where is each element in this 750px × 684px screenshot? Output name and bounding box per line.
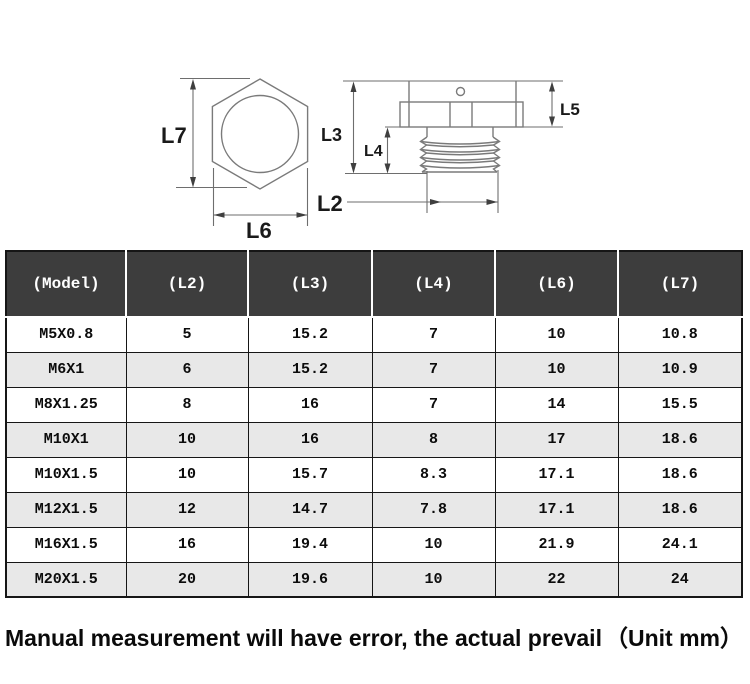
model-cell: M20X1.5 (5, 561, 127, 598)
value-cell: 10 (494, 316, 619, 353)
value-cell: 8 (371, 421, 496, 458)
header-l7: (L7) (617, 251, 742, 318)
spec-table-body: M5X0.8 5 15.2 7 10 10.8 M6X1 6 15.2 7 10 10.9 M8X1.2… (5, 316, 743, 598)
model-cell: M8X1.25 (5, 386, 127, 423)
dim-l4: L4 (345, 127, 427, 175)
l5-label: L5 (560, 100, 580, 119)
header-l2: (L2) (125, 251, 248, 318)
value-cell: 24 (617, 561, 743, 598)
hexagon-outline (211, 78, 309, 190)
table-row: M5X0.8 5 15.2 7 10 10.8 (5, 316, 743, 353)
value-cell: 8 (125, 386, 249, 423)
value-cell: 20 (125, 561, 249, 598)
value-cell: 16 (247, 386, 373, 423)
value-cell: 18.6 (617, 456, 743, 493)
spec-table-header: (Model) (L2) (L3) (L4) (L6) (L7) (6, 251, 742, 318)
value-cell: 24.1 (617, 526, 743, 563)
header-model: (Model) (6, 251, 126, 318)
table-row: M10X1.5 10 15.7 8.3 17.1 18.6 (5, 456, 743, 493)
dimension-diagram: L7 L6 (161, 77, 580, 243)
hex-front-view: L7 L6 (161, 77, 309, 243)
model-cell: M10X1 (5, 421, 127, 458)
flange (399, 101, 524, 128)
l2-label: L2 (317, 191, 343, 216)
inner-circle (220, 94, 300, 174)
table-row: M20X1.5 20 19.6 10 22 24 (5, 561, 743, 598)
value-cell: 21.9 (494, 526, 619, 563)
model-cell: M12X1.5 (5, 491, 127, 528)
model-cell: M5X0.8 (5, 316, 127, 353)
value-cell: 19.6 (247, 561, 373, 598)
value-cell: 18.6 (617, 421, 743, 458)
value-cell: 7 (371, 386, 496, 423)
value-cell: 17 (494, 421, 619, 458)
header-l4: (L4) (371, 251, 495, 318)
value-cell: 10 (125, 456, 249, 493)
spec-table-section: (Model) (L2) (L3) (L4) (L6) (L7) M5X0.8 5… (0, 250, 750, 598)
value-cell: 22 (494, 561, 619, 598)
value-cell: 10.9 (617, 351, 743, 388)
spec-table: (Model) (L2) (L3) (L4) (L6) (L7) M5X0.8 5… (5, 250, 743, 598)
dim-l2: L2 (317, 170, 499, 216)
l3-label: L3 (321, 125, 342, 145)
table-row: M8X1.25 8 16 7 14 15.5 (5, 386, 743, 423)
unit-note: （Unit mm） (605, 625, 743, 651)
model-cell: M16X1.5 (5, 526, 127, 563)
value-cell: 15.2 (247, 316, 373, 353)
l6-label: L6 (246, 218, 272, 243)
l7-label: L7 (161, 123, 187, 148)
model-cell: M10X1.5 (5, 456, 127, 493)
value-cell: 15.7 (247, 456, 373, 493)
table-row: M16X1.5 16 19.4 10 21.9 24.1 (5, 526, 743, 563)
value-cell: 10 (125, 421, 249, 458)
head-hole (455, 86, 466, 97)
value-cell: 16 (125, 526, 249, 563)
value-cell: 18.6 (617, 491, 743, 528)
value-cell: 15.5 (617, 386, 743, 423)
value-cell: 10 (371, 526, 496, 563)
value-cell: 7.8 (371, 491, 496, 528)
value-cell: 19.4 (247, 526, 373, 563)
dim-l3: L3 (321, 81, 357, 174)
l4-label: L4 (364, 143, 383, 160)
value-cell: 12 (125, 491, 249, 528)
header-l6: (L6) (494, 251, 618, 318)
measurement-disclaimer: Manual measurement will have error, the … (5, 625, 602, 651)
value-cell: 10.8 (617, 316, 743, 353)
value-cell: 16 (247, 421, 373, 458)
value-cell: 7 (371, 351, 496, 388)
value-cell: 6 (125, 351, 249, 388)
plug-side-view: L5 L3 L4 L2 (317, 80, 580, 216)
table-row: M12X1.5 12 14.7 7.8 17.1 18.6 (5, 491, 743, 528)
technical-drawing: L7 L6 (0, 0, 750, 250)
value-cell: 10 (494, 351, 619, 388)
value-cell: 5 (125, 316, 249, 353)
value-cell: 14 (494, 386, 619, 423)
thread (419, 127, 501, 173)
value-cell: 17.1 (494, 491, 619, 528)
dim-l6: L6 (212, 168, 309, 243)
table-row: M10X1 10 16 8 17 18.6 (5, 421, 743, 458)
value-cell: 14.7 (247, 491, 373, 528)
header-l3: (L3) (247, 251, 372, 318)
model-cell: M6X1 (5, 351, 127, 388)
dim-l7: L7 (161, 77, 250, 189)
value-cell: 7 (371, 316, 496, 353)
footer-note: Manual measurement will have error, the … (5, 619, 743, 653)
header-row: (Model) (L2) (L3) (L4) (L6) (L7) (6, 251, 742, 318)
value-cell: 17.1 (494, 456, 619, 493)
value-cell: 15.2 (247, 351, 373, 388)
value-cell: 8.3 (371, 456, 496, 493)
value-cell: 10 (371, 561, 496, 598)
dim-l5: L5 (549, 81, 580, 127)
table-row: M6X1 6 15.2 7 10 10.9 (5, 351, 743, 388)
